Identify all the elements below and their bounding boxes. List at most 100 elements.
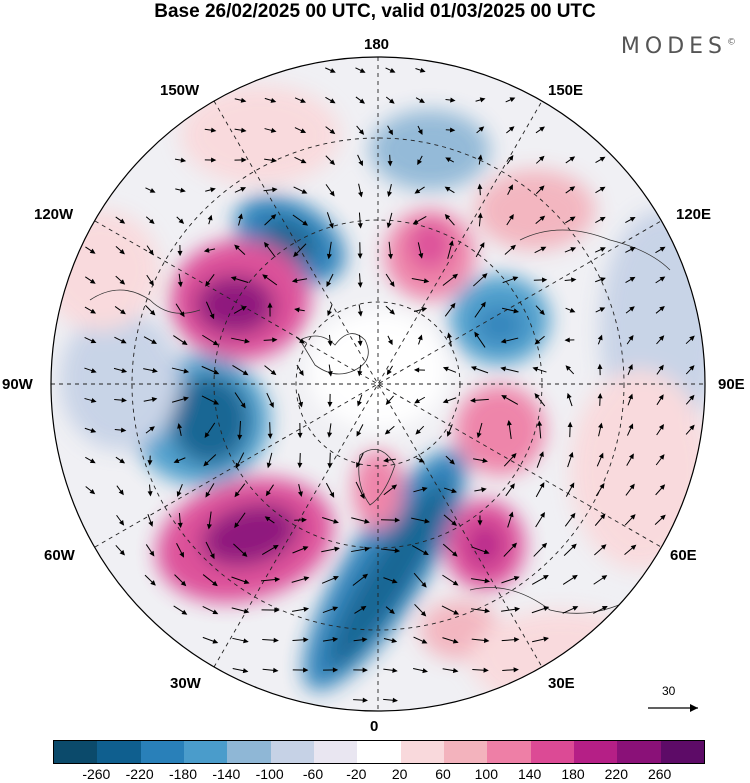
wind-arrow-head: [362, 667, 368, 673]
wind-arrow-head: [630, 514, 636, 520]
wind-arrow-head: [178, 218, 185, 224]
lon-label-30e: 30E: [548, 675, 575, 692]
wind-arrow-head: [599, 186, 606, 192]
wind-arrow-head: [658, 364, 664, 371]
lon-label-120e: 120E: [676, 206, 712, 223]
wind-arrow-head: [121, 368, 128, 373]
wind-arrow-head: [271, 157, 277, 163]
wind-arrow-head: [212, 340, 219, 346]
wind-arrow-head: [483, 549, 490, 555]
wind-arrow-head: [389, 309, 395, 315]
wind-arrow-head: [362, 697, 368, 703]
wind-arrow-head: [387, 160, 393, 167]
wind-arrow-head: [359, 493, 365, 500]
wind-arrow-head: [243, 579, 250, 585]
wind-arrow-head: [386, 222, 392, 229]
wind-arrow-head: [230, 276, 237, 282]
colorbar-swatch: [617, 741, 661, 763]
wind-arrow-head: [567, 421, 573, 428]
wind-arrow-head: [206, 523, 212, 530]
wind-arrow-head: [601, 575, 608, 581]
wind-arrow-head: [414, 188, 421, 194]
wind-arrow-head: [421, 486, 428, 492]
wind-arrow-head: [483, 637, 490, 643]
wind-arrow-head: [417, 129, 423, 136]
colorbar-tick-label: -100: [255, 766, 284, 782]
wind-arrow-head: [479, 97, 486, 103]
wind-arrow-head: [422, 668, 428, 674]
wind-arrow-head: [510, 244, 516, 251]
wind-arrow-head: [332, 637, 339, 643]
wind-arrow-head: [414, 398, 420, 404]
lon-label-120w: 120W: [34, 206, 74, 223]
wind-arrow-head: [265, 490, 271, 497]
wind-arrow-head: [269, 402, 274, 408]
wind-arrow-head: [629, 276, 636, 282]
wind-arrow-head: [539, 451, 544, 458]
wind-arrow-head: [444, 213, 451, 220]
wind-arrow-head: [479, 242, 485, 248]
wind-arrow-head: [532, 366, 539, 372]
wind-arrow-head: [566, 392, 572, 399]
colorbar-tick-label: -180: [168, 766, 198, 782]
colorbar-tick-label: 140: [517, 766, 542, 782]
wind-arrow-head: [540, 246, 547, 252]
wind-arrow-head: [534, 339, 541, 345]
wind-arrow-head: [629, 306, 635, 312]
wind-arrow-head: [327, 340, 333, 347]
wind-arrow-head: [383, 457, 389, 463]
wind-arrow-head: [180, 580, 187, 587]
lon-label-180: 180: [364, 36, 390, 53]
wind-arrow-head: [543, 606, 550, 611]
wind-arrow-head: [543, 636, 549, 642]
colorbar-tick-label: -60: [302, 766, 324, 782]
wind-arrow-head: [420, 610, 427, 617]
wind-arrow-head: [119, 249, 125, 255]
wind-arrow-head: [176, 491, 182, 497]
wind-arrow-head: [423, 278, 430, 284]
wind-arrow-head: [89, 248, 96, 254]
wind-arrow-head: [419, 98, 425, 103]
wind-arrow-head: [177, 522, 183, 529]
wind-arrow-head: [329, 190, 335, 197]
wind-arrow-head: [482, 458, 489, 464]
wind-arrow-head: [629, 483, 635, 490]
wind-arrow-head: [417, 334, 423, 341]
wind-arrow-head: [209, 313, 215, 320]
wind-arrow-head: [237, 213, 243, 220]
colorbar-tick-label: 180: [561, 766, 585, 782]
wind-arrow-head: [392, 667, 398, 673]
wind-arrow-head: [119, 218, 126, 224]
wind-arrow-head: [387, 339, 393, 346]
wind-arrow-head: [480, 301, 486, 308]
colorbar-swatch: [313, 741, 358, 763]
wind-arrow-head: [659, 276, 666, 282]
colorbar-swatch: [357, 741, 401, 763]
wind-arrow-head: [451, 488, 457, 494]
wind-arrow-head: [542, 574, 549, 580]
wind-arrow-head: [392, 697, 398, 703]
colorbar-swatch: [183, 741, 228, 763]
wind-arrow-head: [270, 214, 277, 220]
wind-arrow-head: [442, 366, 449, 372]
wind-arrow-head: [421, 638, 428, 644]
colorbar-tick-label: 20: [391, 766, 408, 782]
wind-arrow-head: [293, 251, 299, 258]
wind-arrow-head: [418, 253, 424, 259]
wind-arrow-head: [385, 399, 392, 405]
wind-arrow-head: [394, 548, 401, 554]
wind-arrow-head: [364, 546, 370, 552]
colorbar-swatch: [97, 741, 141, 763]
wind-arrow-head: [449, 459, 455, 465]
wind-arrow-head: [300, 158, 307, 164]
wind-arrow-head: [333, 575, 339, 581]
wind-arrow-head: [151, 397, 158, 403]
wind-arrow-head: [240, 402, 246, 409]
lon-label-90w: 90W: [2, 376, 33, 393]
wind-arrow-head: [120, 338, 127, 344]
wind-arrow-head: [209, 553, 215, 560]
wind-arrow-head: [329, 68, 336, 73]
wind-arrow-head: [474, 331, 480, 338]
wind-arrow-head: [357, 311, 363, 317]
wind-arrow-head: [412, 219, 419, 225]
